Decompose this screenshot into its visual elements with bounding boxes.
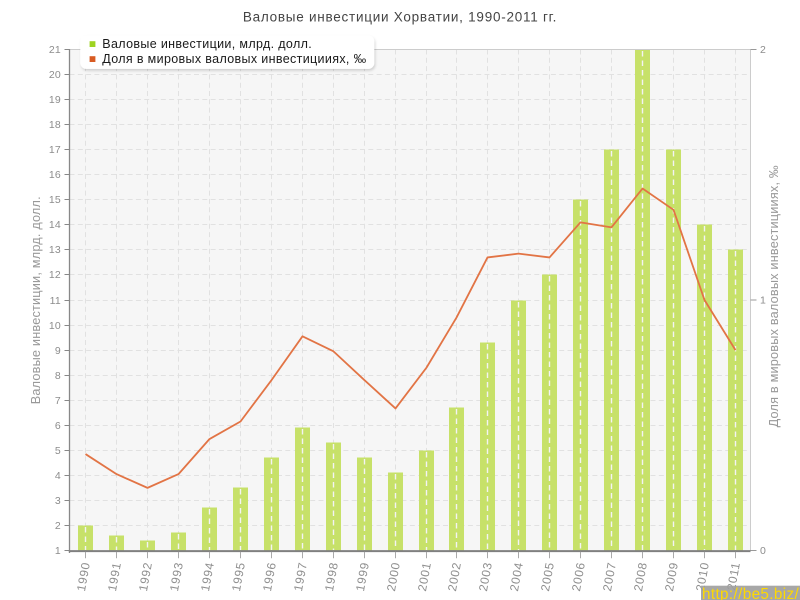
svg-text:2004: 2004 [507,561,526,592]
svg-text:11: 11 [50,295,61,307]
svg-text:2011: 2011 [724,561,743,592]
svg-text:16: 16 [49,169,61,181]
svg-text:1: 1 [55,545,61,557]
svg-text:4: 4 [55,470,61,482]
svg-text:2008: 2008 [631,561,650,592]
svg-text:1998: 1998 [322,561,341,592]
svg-text:http://be5.biz/: http://be5.biz/ [702,586,799,600]
svg-text:1997: 1997 [291,561,310,592]
svg-text:15: 15 [49,194,61,206]
svg-text:21: 21 [49,44,61,56]
svg-text:1993: 1993 [167,561,186,592]
svg-text:1996: 1996 [260,561,279,592]
svg-text:2007: 2007 [600,561,619,592]
svg-text:10: 10 [49,320,61,332]
svg-text:6: 6 [55,420,61,432]
svg-text:7: 7 [55,395,61,407]
svg-text:3: 3 [55,495,61,507]
svg-text:Валовые инвестиции Хорватии, 1: Валовые инвестиции Хорватии, 1990-2011 г… [243,9,557,24]
svg-text:2: 2 [760,44,766,56]
svg-text:1990: 1990 [74,561,93,592]
svg-text:19: 19 [49,94,61,106]
svg-text:Доля в мировых валовых инвести: Доля в мировых валовых инвестицииях, ‰ [767,165,781,427]
svg-text:20: 20 [49,69,61,81]
svg-text:0: 0 [760,545,766,557]
svg-text:1994: 1994 [198,561,217,592]
svg-text:Валовые инвестиции, млрд. долл: Валовые инвестиции, млрд. долл. [102,37,312,51]
svg-text:8: 8 [55,370,61,382]
svg-text:2003: 2003 [476,561,495,592]
svg-text:2009: 2009 [662,561,681,592]
svg-text:12: 12 [49,269,61,281]
svg-text:Валовые инвестиции, млрд. долл: Валовые инвестиции, млрд. долл. [29,196,43,404]
svg-text:1: 1 [760,295,766,307]
svg-text:2000: 2000 [384,561,403,592]
svg-text:Доля в мировых валовых инвести: Доля в мировых валовых инвестицииях, ‰ [102,52,366,66]
svg-text:18: 18 [49,119,61,131]
svg-text:5: 5 [55,445,61,457]
svg-text:1991: 1991 [105,561,124,592]
svg-text:2010: 2010 [693,561,712,592]
svg-text:2002: 2002 [445,561,464,592]
svg-text:17: 17 [49,144,61,156]
svg-text:2005: 2005 [538,561,557,592]
svg-text:2006: 2006 [569,561,588,592]
svg-text:2001: 2001 [415,561,434,592]
svg-text:14: 14 [49,219,61,231]
svg-text:9: 9 [55,345,61,357]
svg-text:1999: 1999 [353,561,372,592]
svg-text:1995: 1995 [229,561,248,592]
svg-text:2: 2 [55,520,61,532]
svg-text:13: 13 [49,244,61,256]
svg-text:1992: 1992 [136,561,155,592]
